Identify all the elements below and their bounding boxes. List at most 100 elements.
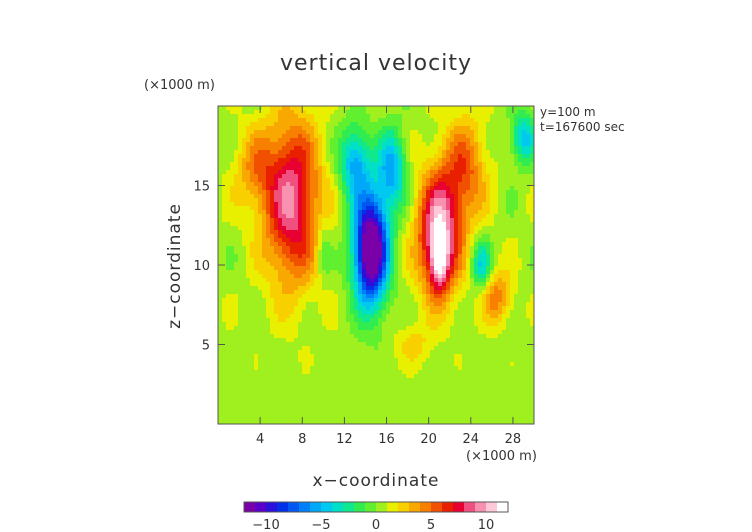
heatmap-cell xyxy=(350,234,355,239)
heatmap-cell xyxy=(330,146,335,151)
heatmap-cell xyxy=(342,146,347,151)
heatmap-cell xyxy=(418,134,423,139)
heatmap-cell xyxy=(406,186,411,191)
heatmap-cell xyxy=(434,122,439,127)
heatmap-cell xyxy=(398,214,403,219)
heatmap-cell xyxy=(266,258,271,263)
heatmap-cell xyxy=(498,326,503,331)
heatmap-cell xyxy=(398,238,403,243)
heatmap-cell xyxy=(354,154,359,159)
heatmap-cell xyxy=(506,258,511,263)
heatmap-cell xyxy=(278,318,283,323)
heatmap-cell xyxy=(494,134,499,139)
heatmap-cell xyxy=(442,262,447,267)
heatmap-cell xyxy=(330,346,335,351)
heatmap-cell xyxy=(478,114,483,119)
heatmap-cell xyxy=(218,302,223,307)
heatmap-cell xyxy=(506,126,511,131)
heatmap-cell xyxy=(306,174,311,179)
heatmap-cell xyxy=(394,170,399,175)
heatmap-cell xyxy=(246,286,251,291)
heatmap-cell xyxy=(402,250,407,255)
heatmap-cell xyxy=(254,166,259,171)
heatmap-cell xyxy=(474,122,479,127)
heatmap-cell xyxy=(270,206,275,211)
heatmap-cell xyxy=(290,122,295,127)
heatmap-cell xyxy=(302,226,307,231)
heatmap-cell xyxy=(486,190,491,195)
heatmap-cell xyxy=(510,334,515,339)
heatmap-cell xyxy=(374,338,379,343)
heatmap-cell xyxy=(514,198,519,203)
heatmap-cell xyxy=(250,230,255,235)
heatmap-cell xyxy=(270,354,275,359)
heatmap-cell xyxy=(294,282,299,287)
heatmap-cell xyxy=(242,326,247,331)
heatmap-cell xyxy=(330,186,335,191)
heatmap-cell xyxy=(334,306,339,311)
heatmap-cell xyxy=(434,246,439,251)
heatmap-cell xyxy=(450,254,455,259)
heatmap-cell xyxy=(482,346,487,351)
heatmap-cell xyxy=(486,254,491,259)
heatmap-cell xyxy=(458,110,463,115)
heatmap-cell xyxy=(234,162,239,167)
heatmap-cell xyxy=(506,206,511,211)
heatmap-cell xyxy=(290,114,295,119)
heatmap-cell xyxy=(294,246,299,251)
heatmap-cell xyxy=(378,218,383,223)
heatmap-cell xyxy=(402,262,407,267)
heatmap-cell xyxy=(450,286,455,291)
heatmap-cell xyxy=(346,186,351,191)
heatmap-cell xyxy=(486,182,491,187)
heatmap-cell xyxy=(482,278,487,283)
heatmap-cell xyxy=(230,282,235,287)
heatmap-cell xyxy=(386,154,391,159)
heatmap-cell xyxy=(466,310,471,315)
heatmap-cell xyxy=(486,346,491,351)
heatmap-cell xyxy=(222,258,227,263)
heatmap-cell xyxy=(526,150,531,155)
heatmap-cell xyxy=(530,146,534,151)
heatmap-cell xyxy=(226,174,231,179)
heatmap-cell xyxy=(470,138,475,143)
heatmap-cell xyxy=(446,134,451,139)
heatmap-cell xyxy=(430,354,435,359)
heatmap-cell xyxy=(290,146,295,151)
heatmap-cell xyxy=(290,174,295,179)
heatmap-cell xyxy=(454,202,459,207)
heatmap-cell xyxy=(258,262,263,267)
heatmap-cell xyxy=(266,270,271,275)
heatmap-cell xyxy=(394,338,399,343)
heatmap-cell xyxy=(306,286,311,291)
heatmap-cell xyxy=(306,150,311,155)
heatmap-cell xyxy=(310,202,315,207)
heatmap-cell xyxy=(454,322,459,327)
heatmap-cell xyxy=(518,206,523,211)
heatmap-cell xyxy=(470,118,475,123)
heatmap-cell xyxy=(438,126,443,131)
heatmap-cell xyxy=(446,290,451,295)
heatmap-cell xyxy=(390,138,395,143)
heatmap-cell xyxy=(382,130,387,135)
heatmap-cell xyxy=(438,302,443,307)
heatmap-cell xyxy=(466,214,471,219)
heatmap-cell xyxy=(242,114,247,119)
heatmap-cell xyxy=(470,338,475,343)
heatmap-cell xyxy=(454,286,459,291)
heatmap-cell xyxy=(382,350,387,355)
heatmap-cell xyxy=(286,118,291,123)
heatmap-cell xyxy=(338,346,343,351)
heatmap-cell xyxy=(394,314,399,319)
heatmap-cell xyxy=(230,254,235,259)
heatmap-cell xyxy=(422,326,427,331)
heatmap-cell xyxy=(382,282,387,287)
heatmap-cell xyxy=(366,354,371,359)
heatmap-cell xyxy=(470,186,475,191)
heatmap-cell xyxy=(450,122,455,127)
heatmap-cell xyxy=(446,182,451,187)
heatmap-cell xyxy=(346,178,351,183)
heatmap-cell xyxy=(394,194,399,199)
heatmap-cell xyxy=(250,250,255,255)
heatmap-cell xyxy=(494,314,499,319)
